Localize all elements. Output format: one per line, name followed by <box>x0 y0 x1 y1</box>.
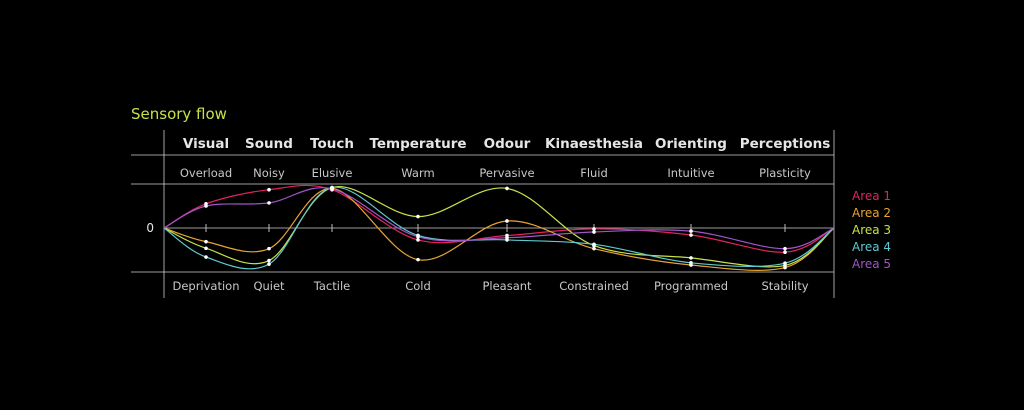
category-label: Odour <box>484 136 531 152</box>
data-point <box>592 242 596 247</box>
category-label: Temperature <box>369 136 466 152</box>
data-point <box>416 214 420 219</box>
data-point <box>592 230 596 234</box>
low-label: Constrained <box>559 279 629 293</box>
legend-entry: Area 3 <box>852 223 891 237</box>
low-label: Cold <box>405 279 431 293</box>
data-point <box>689 229 693 233</box>
zero-label: 0 <box>146 221 154 235</box>
legend-entry: Area 2 <box>852 206 891 220</box>
chart-title: Sensory flow <box>131 105 227 123</box>
category-label: Visual <box>183 136 229 152</box>
category-label: Sound <box>245 136 293 152</box>
data-point <box>592 227 596 231</box>
data-point <box>204 255 208 259</box>
data-point <box>267 187 271 192</box>
data-point <box>267 246 271 251</box>
data-point <box>689 256 693 260</box>
high-label: Warm <box>401 166 434 180</box>
data-point <box>783 246 787 251</box>
low-label: Quiet <box>253 279 285 293</box>
series-line <box>163 185 835 268</box>
data-point <box>267 258 271 263</box>
category-label: Perceptions <box>740 136 831 152</box>
chart-points <box>204 185 787 270</box>
category-label: Orienting <box>655 136 727 152</box>
data-point <box>505 186 509 191</box>
legend-entry: Area 1 <box>852 189 891 203</box>
data-point <box>416 257 420 262</box>
data-point <box>689 233 693 237</box>
data-point <box>592 246 596 251</box>
series-line <box>163 187 835 250</box>
low-label: Pleasant <box>482 279 532 293</box>
low-label: Deprivation <box>172 279 239 293</box>
high-label: Noisy <box>253 166 285 180</box>
series-line <box>163 184 835 253</box>
low-label: Stability <box>761 279 808 293</box>
chart-grid <box>131 130 835 298</box>
category-label: Touch <box>310 136 354 152</box>
data-point <box>505 235 509 240</box>
high-label: Intuitive <box>667 166 714 180</box>
data-point <box>204 204 208 208</box>
data-point <box>416 235 420 239</box>
data-point <box>783 261 787 266</box>
chart-legend: Area 1 Area 2 Area 3 Area 4 Area 5 <box>852 189 891 271</box>
chart-labels: 0 Visual Sound Touch Temperature Odour Kinaest… <box>146 136 830 293</box>
legend-entry: Area 5 <box>852 257 891 271</box>
data-point <box>689 260 693 265</box>
series-line <box>163 187 835 271</box>
data-point <box>330 187 334 191</box>
category-label: Kinaesthesia <box>545 136 643 152</box>
low-label: Programmed <box>654 279 728 293</box>
high-label: Elusive <box>312 166 353 180</box>
chart-series <box>163 184 835 271</box>
high-label: Fluid <box>580 166 608 180</box>
data-point <box>267 201 271 205</box>
data-point <box>416 238 420 242</box>
data-point <box>505 219 509 223</box>
legend-entry: Area 4 <box>852 240 891 254</box>
data-point <box>783 250 787 254</box>
data-point <box>204 239 208 244</box>
high-label: Overload <box>180 166 232 180</box>
high-label: Plasticity <box>759 166 811 180</box>
data-point <box>204 246 208 251</box>
high-label: Pervasive <box>479 166 534 180</box>
low-label: Tactile <box>313 279 350 293</box>
data-point <box>267 262 271 266</box>
